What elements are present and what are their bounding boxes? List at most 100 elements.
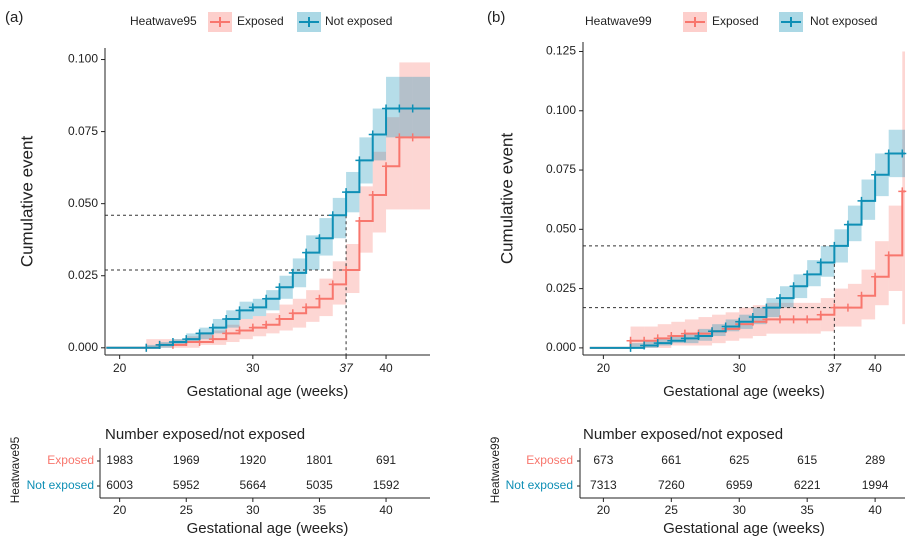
table-x-title: Gestational age (weeks) [187, 520, 349, 537]
censor-mark [816, 310, 825, 319]
risk-count: 5952 [173, 478, 200, 492]
censor-mark [368, 130, 377, 139]
confidence-band [412, 62, 430, 210]
table-x-tick-label: 35 [313, 503, 327, 517]
censor-mark [708, 327, 717, 336]
risk-count: 6959 [726, 478, 753, 492]
y-tick-label: 0.075 [68, 124, 98, 138]
confidence-band [847, 205, 862, 242]
confidence-band [319, 278, 333, 317]
legend-title: Heatwave95 [130, 14, 197, 28]
y-tick-label: 0.050 [546, 221, 576, 235]
censor-mark [626, 336, 635, 345]
confidence-band [698, 328, 713, 341]
censor-mark [395, 133, 404, 142]
censor-mark [315, 234, 324, 243]
y-tick-label: 0.000 [68, 340, 98, 354]
table-x-tick-label: 20 [113, 503, 127, 517]
y-tick-label: 0.125 [546, 44, 576, 58]
risk-count: 6003 [106, 478, 133, 492]
risk-count: 5035 [306, 478, 333, 492]
censor-mark [208, 323, 217, 332]
censor-mark [208, 335, 217, 344]
censor-mark [222, 314, 231, 323]
censor-mark [288, 309, 297, 318]
censor-mark [195, 329, 204, 338]
censor-mark [248, 323, 257, 332]
x-tick-label: 30 [246, 361, 260, 375]
censor-mark [328, 211, 337, 220]
confidence-band [399, 62, 413, 210]
risk-count: 289 [865, 453, 885, 467]
confidence-band [372, 151, 387, 233]
risk-count: 673 [593, 453, 613, 467]
censor-mark [302, 303, 311, 312]
table-x-title: Gestational age (weeks) [663, 520, 825, 537]
censor-mark [843, 220, 852, 229]
confidence-band [386, 76, 400, 138]
legend-title: Heatwave99 [585, 14, 652, 28]
confidence-band [332, 261, 347, 305]
censor-mark [884, 251, 893, 260]
y-tick-label: 0.075 [546, 162, 576, 176]
censor-mark [248, 303, 257, 312]
panel-label: (b) [487, 9, 505, 26]
y-tick-label: 0.050 [68, 196, 98, 210]
risk-count: 1994 [862, 478, 889, 492]
confidence-band [346, 244, 360, 294]
legend-label: Exposed [712, 14, 759, 28]
x-tick-label: 37 [828, 361, 843, 375]
risk-count: 615 [797, 453, 817, 467]
table-x-tick-label: 25 [180, 503, 194, 517]
confidence-band [739, 307, 753, 339]
confidence-band [902, 51, 905, 325]
censor-mark [871, 272, 880, 281]
censor-mark [898, 149, 907, 158]
censor-mark [789, 282, 798, 291]
risk-count: 6221 [794, 478, 821, 492]
table-x-tick-label: 30 [246, 503, 260, 517]
confidence-band [780, 286, 794, 308]
risk-row-name: Not exposed [506, 478, 573, 492]
confidence-band [186, 333, 200, 343]
censor-mark [342, 265, 351, 274]
censor-mark [382, 162, 391, 171]
censor-mark [155, 340, 164, 349]
censor-mark [182, 335, 191, 344]
censor-mark [830, 241, 839, 250]
censor-mark [776, 294, 785, 303]
censor-mark [857, 291, 866, 300]
censor-mark [748, 313, 757, 322]
x-tick-label: 37 [339, 361, 354, 375]
confidence-band [266, 290, 280, 311]
confidence-band [875, 241, 889, 306]
risk-count: 7313 [590, 478, 617, 492]
censor-mark [816, 258, 825, 267]
y-tick-label: 0.100 [546, 103, 576, 117]
y-tick-label: 0.025 [68, 268, 98, 282]
censor-mark [667, 336, 676, 345]
risk-count: 5664 [239, 478, 266, 492]
confidence-band [146, 344, 160, 348]
risk-row-name: Not exposed [27, 478, 94, 492]
confidence-band [780, 302, 794, 334]
risk-table-title: Number exposed/not exposed [105, 426, 305, 443]
censor-mark [843, 303, 852, 312]
censor-mark [871, 170, 880, 179]
censor-mark [368, 191, 377, 200]
confidence-band [359, 186, 373, 253]
confidence-band [698, 317, 713, 346]
table-x-tick-label: 25 [665, 503, 679, 517]
censor-mark [735, 317, 744, 326]
table-x-tick-label: 20 [597, 503, 611, 517]
confidence-band [212, 318, 227, 334]
censor-mark [235, 306, 244, 315]
confidence-band [199, 333, 213, 345]
confidence-band [861, 269, 876, 320]
table-x-tick-label: 30 [733, 503, 747, 517]
risk-count: 1983 [106, 453, 133, 467]
risk-count: 625 [729, 453, 749, 467]
confidence-band [657, 324, 672, 348]
confidence-band [861, 179, 876, 220]
